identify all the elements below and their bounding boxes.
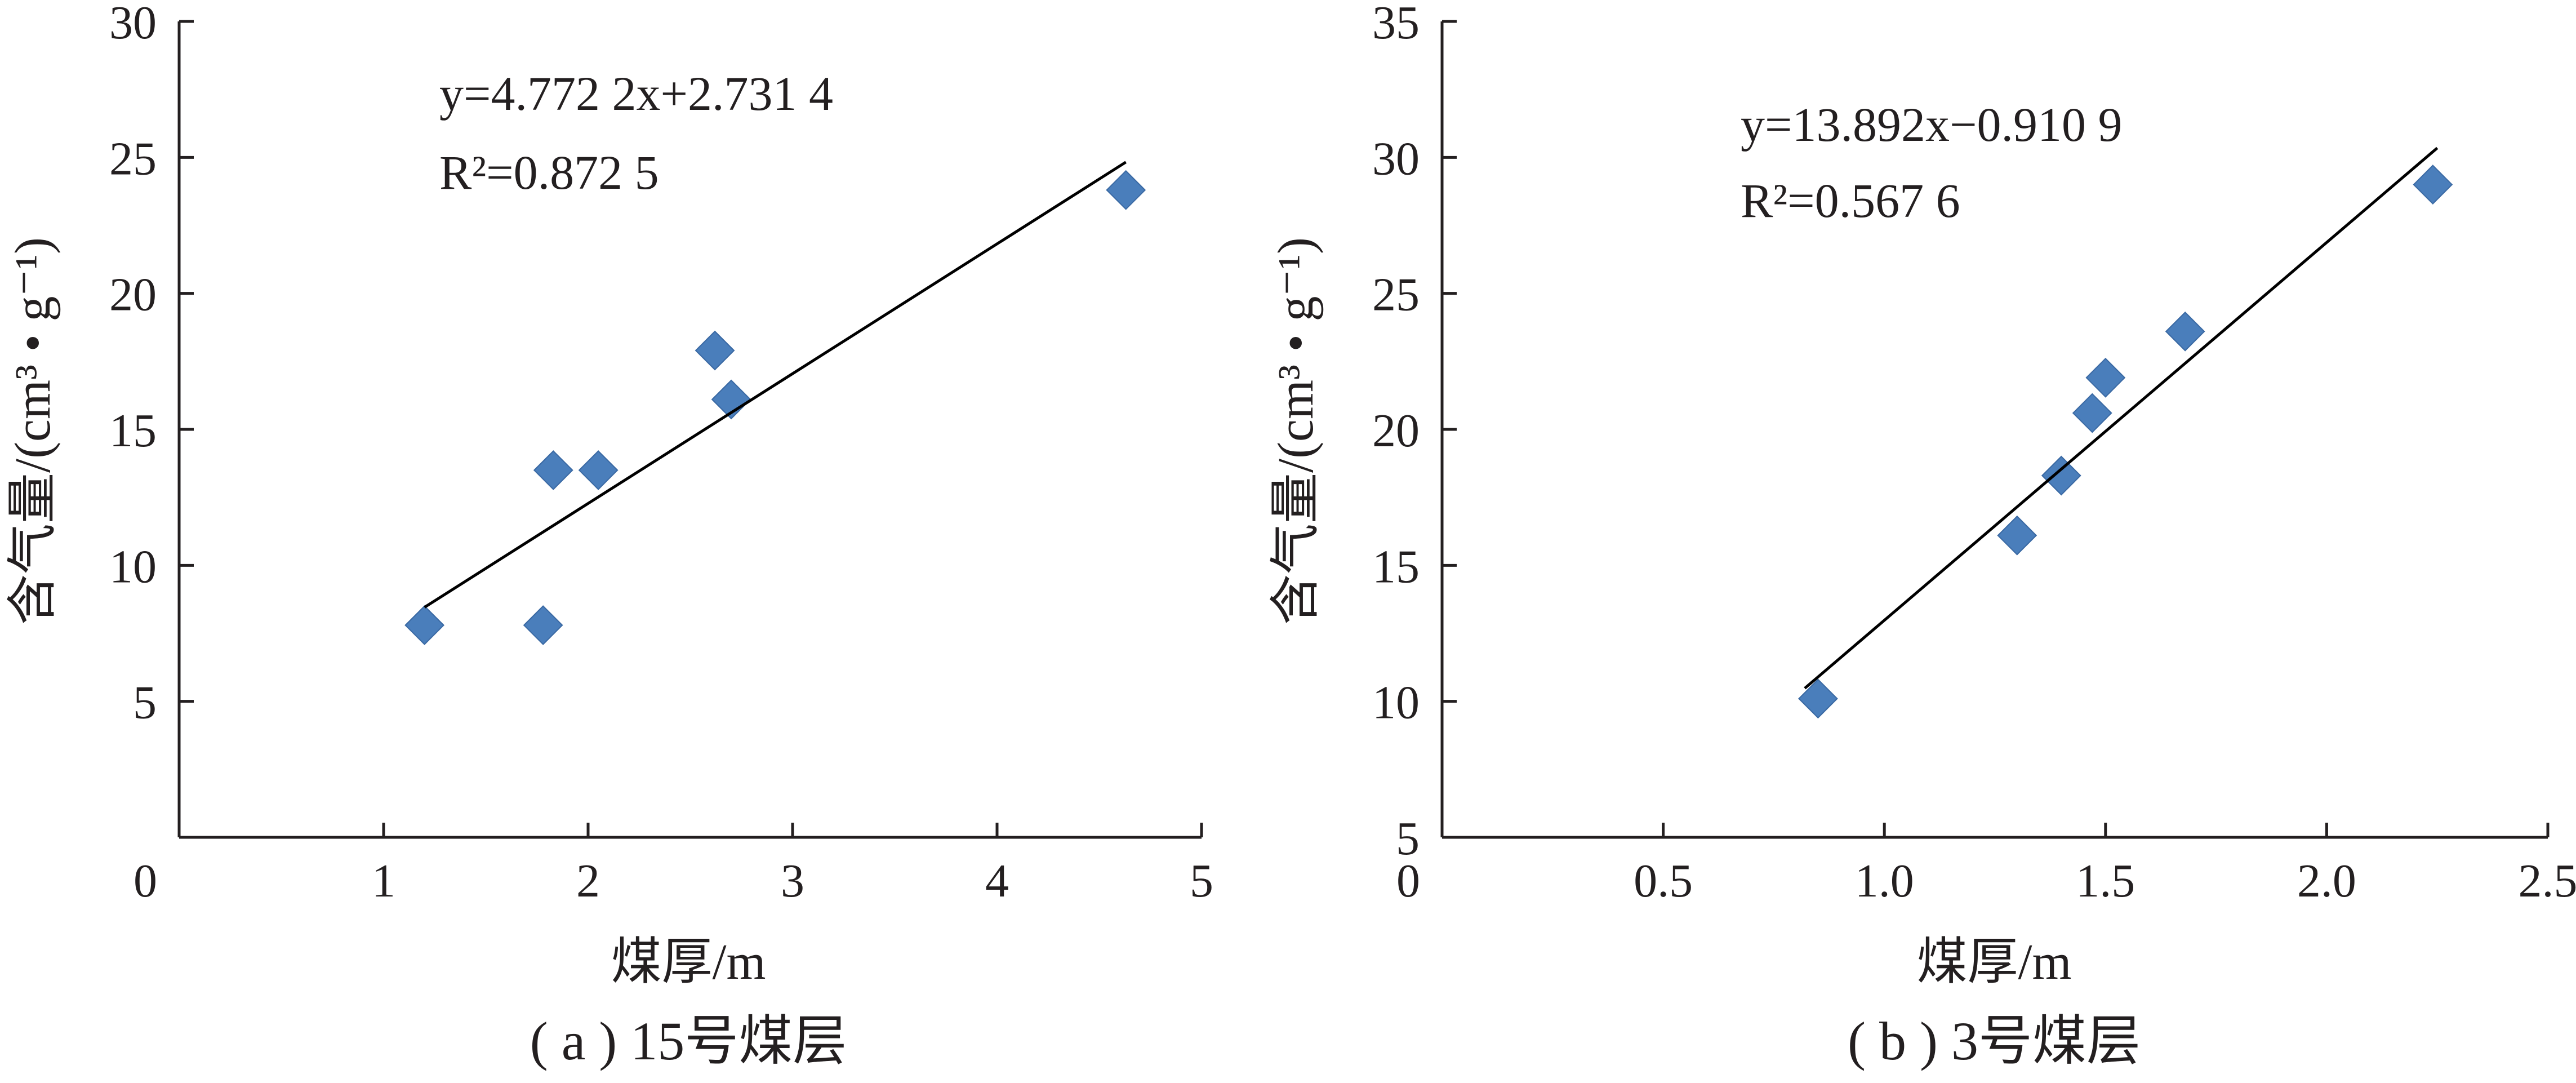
panel-a-x-tick-label: 2 — [576, 855, 600, 907]
panel-a-ticks: 0 1 2 3 4 5 5 10 15 20 25 30 — [109, 0, 1213, 907]
panel-a-y-tick-label: 20 — [109, 269, 157, 321]
panel-b-y-axis-label: 含气量/(cm³ • g⁻¹) — [1268, 237, 1324, 625]
panel-a-trendline — [424, 161, 1127, 609]
panel-a-y-tick-label: 30 — [109, 0, 157, 49]
panel-a-y-tick-label: 15 — [109, 405, 157, 457]
panel-b-equation: y=13.892x−0.910 9 — [1741, 97, 2123, 152]
panel-a-caption: ( a ) 15号煤层 — [530, 1011, 847, 1071]
panel-b-ticks: 0 0.5 1.0 1.5 2.0 2.5 5 10 15 20 25 30 35 — [1372, 0, 2576, 907]
panel-a-x-tick-label: 4 — [985, 855, 1009, 907]
panel-a-y-tick-label: 10 — [109, 540, 157, 593]
panel-b-y-tick-label: 10 — [1372, 677, 1420, 729]
panel-b-y-tick-label: 30 — [1372, 132, 1420, 185]
panel-b-y-tick-label: 15 — [1372, 540, 1420, 593]
panel-a-equation: y=4.772 2x+2.731 4 — [439, 66, 833, 121]
panel-b-x-tick-label: 0.5 — [1634, 855, 1693, 907]
panel-a-x-tick-label: 3 — [781, 855, 804, 907]
panel-b-data-point — [1798, 678, 1838, 719]
panel-b-x-tick-label: 0 — [1396, 855, 1420, 907]
panel-b-y-tick-label: 35 — [1372, 0, 1420, 49]
panel-b-data-point — [2041, 455, 2081, 496]
panel-a-x-axis-label: 煤厚/m — [611, 934, 766, 990]
panel-a-y-tick-label: 25 — [109, 132, 157, 185]
panel-b-x-tick-label: 1.0 — [1855, 855, 1914, 907]
panel-b-caption: ( b ) 3号煤层 — [1848, 1011, 2141, 1071]
panel-b-trendline — [1804, 147, 2439, 690]
panel-a-data-point — [711, 379, 751, 420]
panel-a-y-axis-label: 含气量/(cm³ • g⁻¹) — [5, 237, 61, 625]
panel-a-x-tick-label: 0 — [134, 855, 157, 907]
panel-b-y-tick-label: 25 — [1372, 269, 1420, 321]
panel-a-data-point — [578, 450, 619, 490]
panel-b-x-tick-label: 1.5 — [2076, 855, 2135, 907]
panel-b-data-point — [2165, 311, 2205, 352]
panel-b-x-axis-label: 煤厚/m — [1916, 934, 2071, 990]
panel-a-x-tick-label: 1 — [372, 855, 395, 907]
panel-a-axes — [177, 21, 1202, 839]
panel-b-x-tick-label: 2.5 — [2519, 855, 2576, 907]
panel-b-data-point — [2413, 165, 2453, 205]
panel-a-y-tick-label: 5 — [133, 677, 157, 729]
panel-b-y-tick-label: 20 — [1372, 405, 1420, 457]
panel-b-points — [1798, 165, 2453, 719]
panel-b-data-point — [2072, 393, 2112, 433]
panel-a-x-tick-label: 5 — [1190, 855, 1213, 907]
panel-b-y-tick-label: 5 — [1396, 813, 1420, 865]
panel-a-data-point — [533, 450, 573, 490]
panel-b-trendline-group — [1804, 147, 2439, 690]
panel-b-x-tick-label: 2.0 — [2297, 855, 2356, 907]
panel-b-data-point — [1997, 515, 2037, 556]
panel-a-data-point — [1106, 170, 1146, 210]
panel-a-data-point — [404, 605, 445, 645]
panel-a-r-squared: R²=0.872 5 — [439, 145, 659, 199]
panel-b-data-point — [2085, 357, 2126, 398]
panel-a-data-point — [523, 605, 563, 645]
panel-a-data-point — [695, 330, 735, 371]
panel-a-chart: 0 1 2 3 4 5 5 10 15 20 25 30 y=4.772 2x+2.731 4 R²=… — [5, 0, 1213, 1071]
panel-a-points — [404, 170, 1146, 645]
panel-b-chart: 0 0.5 1.0 1.5 2.0 2.5 5 10 15 20 25 30 35 y=13.892x−… — [1268, 0, 2576, 1071]
panel-b-r-squared: R²=0.567 6 — [1741, 174, 1960, 228]
panel-a-trendline-group — [424, 161, 1127, 609]
